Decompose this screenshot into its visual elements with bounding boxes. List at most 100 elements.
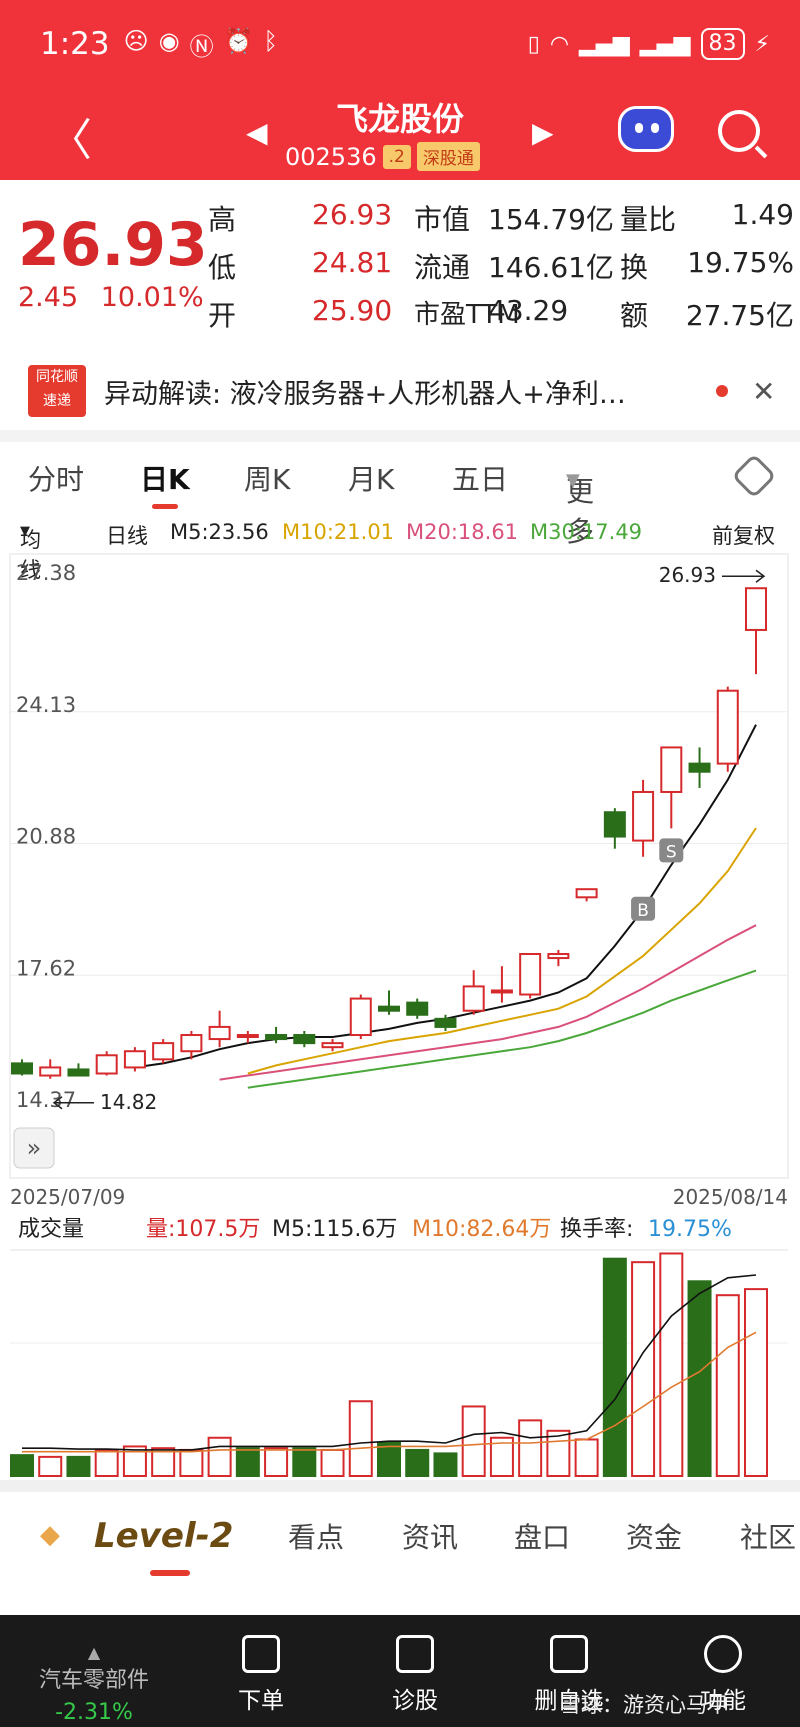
turnover-value: 19.75% [648, 1217, 732, 1242]
volume-bar [235, 1447, 260, 1478]
diagnose-label: 诊股 [392, 1688, 438, 1714]
tab-monthly-k[interactable]: 月K [348, 463, 395, 496]
notification-icon: ☹ [123, 26, 149, 55]
prev-stock-icon[interactable]: ◀ [246, 116, 268, 149]
candle-body [95, 1054, 118, 1075]
candle-body [462, 985, 485, 1012]
tab-highlights[interactable]: 看点 [288, 1521, 345, 1554]
volume-m5: M5:115.6万 [272, 1217, 397, 1242]
kline-chart[interactable]: 27.38 24.13 20.88 17.62 14.37 2025/07/09 2025/… [0, 550, 800, 1500]
volume-bar [602, 1257, 627, 1478]
quote-v1-1: 24.81 [312, 246, 393, 279]
tab-community[interactable]: 社区 [740, 1521, 797, 1554]
volume-bar [377, 1441, 401, 1478]
volume-selector: 成交量 [18, 1217, 84, 1242]
order-button[interactable]: 下单 [206, 1635, 316, 1715]
market-tag: 深股通 [416, 142, 480, 171]
chevron-up-icon: ▲ [87, 1643, 101, 1662]
settings-icon[interactable] [731, 453, 777, 499]
volume-bar [292, 1447, 317, 1478]
y-tick-label: 14.37 [16, 1088, 76, 1112]
diagnose-button[interactable]: 诊股 [360, 1635, 470, 1715]
candle-body [378, 1005, 400, 1012]
turnover-label: 换手率: [560, 1217, 633, 1242]
price-panel-frame [9, 553, 789, 1179]
candle-body [236, 1034, 259, 1039]
candle-body [716, 689, 739, 765]
candle-body [152, 1042, 175, 1061]
volume-bar [461, 1405, 486, 1478]
candle-body [745, 587, 767, 631]
search-icon[interactable] [718, 110, 760, 152]
remove-watchlist-button[interactable]: 删自选 [514, 1635, 624, 1715]
ma20-label: M20:18.61 [406, 520, 519, 544]
ma5-label: M5:23.56 [170, 520, 269, 544]
vibrate-icon: ▯ [527, 31, 540, 57]
sector-name: 汽车零部件 [38, 1668, 149, 1693]
tab-news[interactable]: 资讯 [402, 1521, 459, 1554]
header-bar: 1:23 ☹ ◉ Ⓝ ⏰ ᛒ ▯ ◠ ▂▄▆ ▂▄▆ 83 ⚡ 〈 ◀ 飞龙股份… [0, 0, 800, 180]
volume-bar [405, 1448, 430, 1478]
order-icon [242, 1635, 280, 1673]
news-alert[interactable]: 同花顺 速递 异动解读: 液冷服务器+人形机器人+净利… ✕ [0, 356, 800, 426]
tab-orderbook[interactable]: 盘口 [514, 1521, 571, 1554]
candle-body [208, 1025, 231, 1041]
volume-bar [489, 1436, 514, 1477]
candle-body [67, 1068, 90, 1077]
bluetooth-icon: ᛒ [263, 26, 278, 55]
volume-bar [574, 1438, 599, 1477]
ma20-line [219, 924, 757, 1081]
volume-bar [179, 1448, 204, 1478]
change-percent: 10.01% [100, 282, 204, 313]
volume-m5-line [22, 1274, 757, 1451]
volume-value: 量:107.5万 [146, 1217, 260, 1242]
bottom-dock: ▲ 汽车零部件 -2.31% 下单 诊股 删自选 功能 雪球：游资心马甲 [0, 1615, 800, 1727]
scroll-left-icon [13, 1127, 55, 1169]
change-value: 2.45 [18, 282, 79, 313]
y-tick-label: 20.88 [16, 825, 76, 849]
volume-m10: M10:82.64万 [412, 1217, 551, 1242]
back-icon[interactable]: 〈 [48, 115, 92, 166]
candle-body [123, 1050, 146, 1069]
candle-body [547, 953, 570, 960]
sector-widget[interactable]: ▲ 汽车零部件 -2.31% [24, 1643, 164, 1725]
adjust-selector[interactable]: 前复权 [712, 524, 775, 548]
level2-diamond-icon: ◆ [40, 1520, 60, 1550]
function-button[interactable]: 功能 [668, 1635, 778, 1715]
buy-marker-label: B [637, 901, 649, 921]
candle-body [349, 997, 372, 1037]
tab-more-label: 更多 [566, 475, 595, 548]
order-label: 下单 [238, 1688, 284, 1714]
volume-m10-line [22, 1331, 757, 1453]
quote-l2-1: 流通 [414, 251, 471, 284]
wifi-icon: ◠ [549, 31, 570, 57]
quote-l2-2: 市盈TTM [414, 300, 520, 330]
robot-assistant-icon[interactable] [618, 106, 674, 152]
quote-v3-1: 19.75% [687, 246, 794, 279]
max-arrow-icon [722, 569, 766, 583]
tab-capital[interactable]: 资金 [626, 1521, 683, 1554]
candle-body [11, 1062, 33, 1075]
ma10-label: M10:21.01 [282, 520, 395, 544]
volume-bar [122, 1445, 147, 1478]
tab-weekly-k[interactable]: 周K [244, 463, 291, 496]
volume-bar [207, 1436, 232, 1477]
tab-fenshi[interactable]: 分时 [28, 463, 85, 496]
charging-icon: ⚡ [754, 31, 770, 57]
candle-body [603, 811, 626, 838]
ma-legend: 均线 ▼ 日线 M5:23.56 M10:21.01 M20:18.61 M30… [0, 516, 800, 582]
eye-icon: ◉ [158, 26, 180, 55]
quote-v3-0: 1.49 [731, 198, 794, 231]
tab-daily-k[interactable]: 日K [140, 463, 190, 496]
unread-dot-icon [716, 385, 728, 397]
next-stock-icon[interactable]: ▶ [532, 116, 554, 149]
tab-level2[interactable]: Level-2 [94, 1516, 234, 1556]
close-icon[interactable]: ✕ [752, 374, 776, 408]
sell-marker-icon [659, 838, 684, 863]
buy-marker-icon [631, 896, 656, 921]
stock-code: 002536 [285, 142, 377, 171]
quote-l3-0: 量比 [620, 203, 677, 236]
tab-five-day[interactable]: 五日 [452, 463, 509, 496]
nfc-icon: Ⓝ [189, 32, 214, 61]
quote-v3-2: 27.75亿 [685, 299, 794, 332]
